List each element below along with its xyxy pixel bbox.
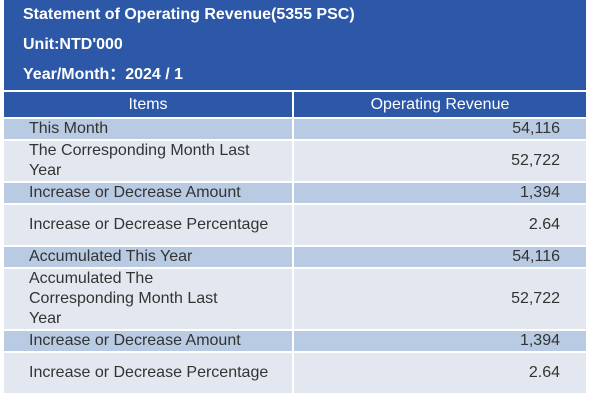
table-row: Increase or Decrease Amount 1,394 xyxy=(4,331,586,353)
row-value: 54,116 xyxy=(294,119,586,141)
row-value: 52,722 xyxy=(294,269,586,331)
revenue-statement: Statement of Operating Revenue(5355 PSC)… xyxy=(4,0,586,395)
row-value: 2.64 xyxy=(294,205,586,247)
table-row: Increase or Decrease Amount 1,394 xyxy=(4,183,586,205)
row-item-label: This Month xyxy=(4,119,294,141)
table-header-row: Items Operating Revenue xyxy=(4,92,586,119)
table-row: Accumulated The Corresponding Month Last… xyxy=(4,269,586,331)
row-value: 52,722 xyxy=(294,141,586,183)
table-row: This Month 54,116 xyxy=(4,119,586,141)
row-value: 1,394 xyxy=(294,331,586,353)
row-item-label: Increase or Decrease Amount xyxy=(4,183,294,205)
row-value: 2.64 xyxy=(294,353,586,395)
year-month-label: Year/Month：2024 / 1 xyxy=(23,66,184,83)
column-header-items: Items xyxy=(4,92,294,119)
row-item-label: Accumulated The Corresponding Month Last… xyxy=(4,269,294,331)
table-row: Increase or Decrease Percentage 2.64 xyxy=(4,205,586,247)
row-item-label: Increase or Decrease Amount xyxy=(4,331,294,353)
revenue-table: Items Operating Revenue This Month 54,11… xyxy=(4,92,586,395)
statement-header: Statement of Operating Revenue(5355 PSC)… xyxy=(4,0,586,90)
row-item-label: The Corresponding Month Last Year xyxy=(4,141,294,183)
table-row: Accumulated This Year 54,116 xyxy=(4,247,586,269)
row-item-label: Increase or Decrease Percentage xyxy=(4,353,294,395)
row-item-label: Increase or Decrease Percentage xyxy=(4,205,294,247)
row-item-label: Accumulated This Year xyxy=(4,247,294,269)
table-row: Increase or Decrease Percentage 2.64 xyxy=(4,353,586,395)
unit-label: Unit:NTD'000 xyxy=(23,36,123,53)
column-header-operating-revenue: Operating Revenue xyxy=(294,92,586,119)
row-value: 54,116 xyxy=(294,247,586,269)
table-row: The Corresponding Month Last Year 52,722 xyxy=(4,141,586,183)
row-value: 1,394 xyxy=(294,183,586,205)
statement-title: Statement of Operating Revenue(5355 PSC) xyxy=(23,6,355,23)
